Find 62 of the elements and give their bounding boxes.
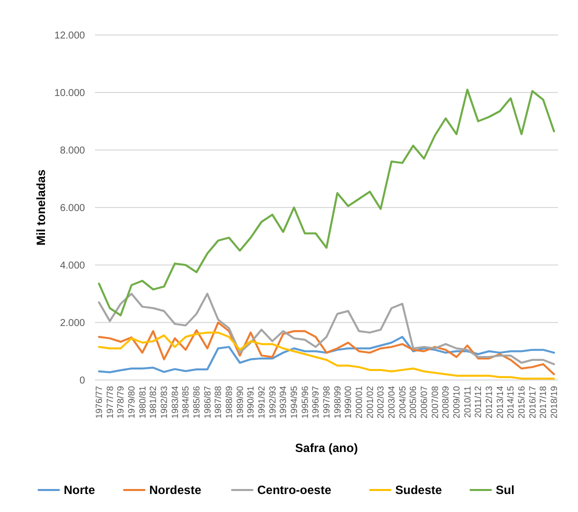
legend-label: Sudeste [395, 483, 442, 498]
x-tick-label: 1987/88 [213, 386, 224, 419]
x-tick-label: 1978/79 [116, 386, 126, 419]
y-tick-label: 12.000 [54, 30, 86, 42]
x-tick-label: 2002/03 [376, 386, 386, 419]
x-tick-label: 1979/80 [126, 386, 136, 419]
legend-label: Norte [64, 483, 96, 498]
x-tick-label: 1977/78 [104, 386, 115, 419]
x-tick-label: 1976/77 [94, 386, 104, 419]
x-tick-label: 2000/01 [354, 386, 364, 419]
line-series [98, 292, 555, 366]
x-tick-label: 1983/84 [170, 386, 180, 419]
x-tick-label: 2012/13 [484, 386, 494, 419]
x-tick-label: 2015/16 [516, 386, 526, 419]
x-tick-label: 2004/05 [397, 386, 408, 419]
y-axis-title: Mil toneladas [34, 169, 48, 246]
x-tick-label: 2006/07 [419, 386, 429, 419]
y-tick-label: 0 [79, 376, 86, 386]
x-tick-label: 1999/00 [343, 386, 354, 419]
x-tick-label: 2010/11 [462, 386, 472, 418]
x-tick-label: 1980/81 [137, 386, 148, 419]
y-tick-label: 8.000 [60, 146, 86, 156]
line-series [98, 336, 555, 374]
x-tick-label: 1984/85 [180, 386, 191, 419]
x-tick-label: 2018/19 [549, 386, 559, 419]
x-tick-label: 2008/09 [440, 386, 451, 419]
x-tick-label: 1982/83 [159, 386, 169, 419]
x-tick-label: 1992/93 [267, 386, 278, 419]
x-tick-label: 2005/06 [408, 386, 418, 419]
legend-label: Sul [496, 483, 514, 498]
x-tick-label: 2013/14 [494, 386, 505, 419]
x-tick-label: 1990/91 [246, 386, 256, 419]
x-tick-label: 1989/90 [234, 386, 245, 419]
line-series [98, 332, 555, 380]
y-tick-label: 2.000 [60, 318, 86, 329]
x-tick-label: 1994/95 [289, 386, 299, 419]
legend-label: Centro-oeste [257, 483, 332, 498]
x-tick-label: 1995/96 [300, 386, 310, 419]
x-tick-label: 1985/86 [192, 386, 202, 419]
line-series [98, 322, 555, 376]
y-tick-label: 10.000 [54, 88, 86, 99]
x-tick-label: 1988/89 [224, 386, 234, 419]
x-tick-label: 2009/10 [452, 386, 462, 419]
y-tick-label: 4.000 [60, 260, 86, 272]
x-tick-label: 1991/92 [256, 386, 266, 419]
x-tick-label: 2017/18 [538, 386, 548, 419]
x-tick-label: 1993/94 [278, 386, 288, 419]
x-tick-label: 1997/98 [322, 386, 332, 419]
x-tick-label: 2003/04 [386, 386, 396, 419]
x-tick-label: 1986/87 [202, 386, 212, 419]
y-tick-label: 6.000 [60, 203, 86, 214]
x-tick-label: 2011/12 [473, 386, 484, 418]
x-axis-title: Safra (ano) [295, 441, 358, 455]
x-tick-label: 1981/82 [148, 386, 158, 419]
x-tick-label: 2001/02 [364, 386, 375, 419]
x-tick-label: 2016/17 [527, 386, 538, 419]
x-tick-label: 1996/97 [310, 386, 321, 419]
legend-label: Nordeste [149, 483, 202, 498]
line-series [98, 88, 555, 316]
x-tick-label: 2014/15 [506, 386, 516, 419]
x-tick-label: 2007/08 [430, 386, 440, 419]
x-tick-label: 1998/99 [332, 386, 342, 419]
